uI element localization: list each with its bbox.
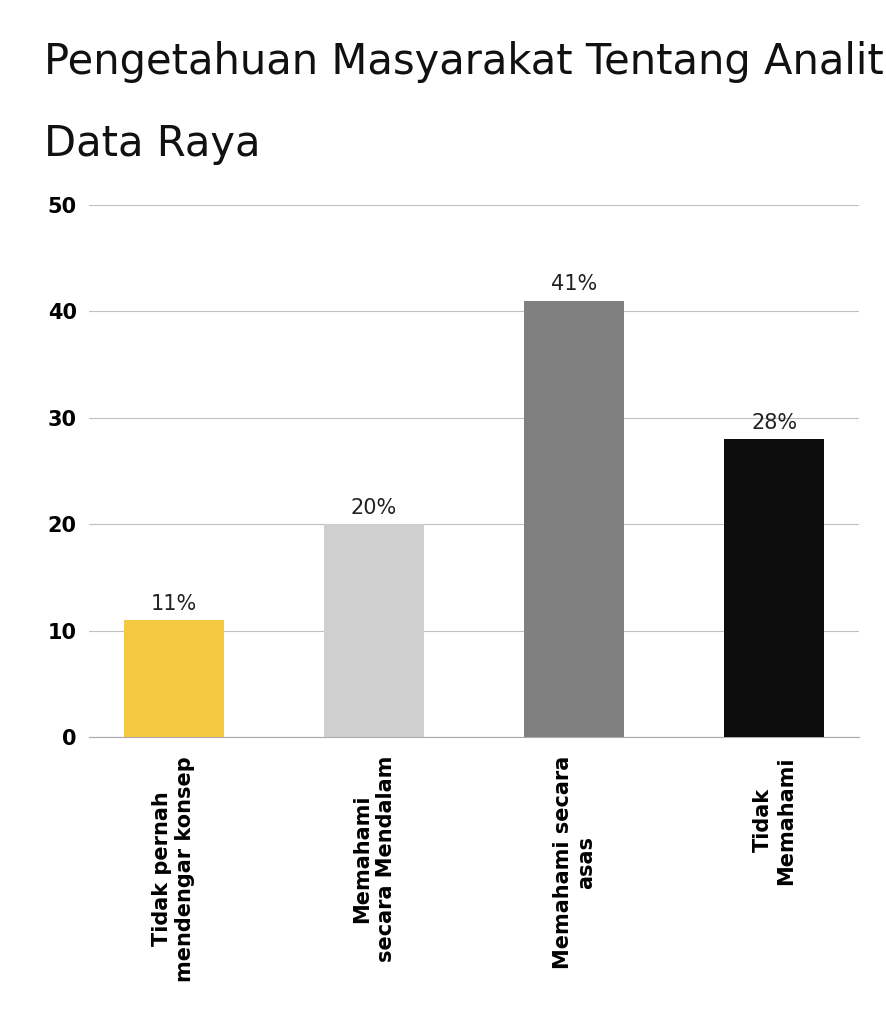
Text: Data Raya: Data Raya [44,123,260,165]
Bar [524,301,624,737]
Bar [124,621,224,737]
Bar [724,439,824,737]
Text: Pengetahuan Masyarakat Tentang Analitis: Pengetahuan Masyarakat Tentang Analitis [44,41,886,83]
Text: 28%: 28% [751,413,797,433]
Text: 41%: 41% [551,274,597,294]
Text: 11%: 11% [151,594,197,613]
Bar [324,524,424,737]
Text: 20%: 20% [351,498,397,518]
